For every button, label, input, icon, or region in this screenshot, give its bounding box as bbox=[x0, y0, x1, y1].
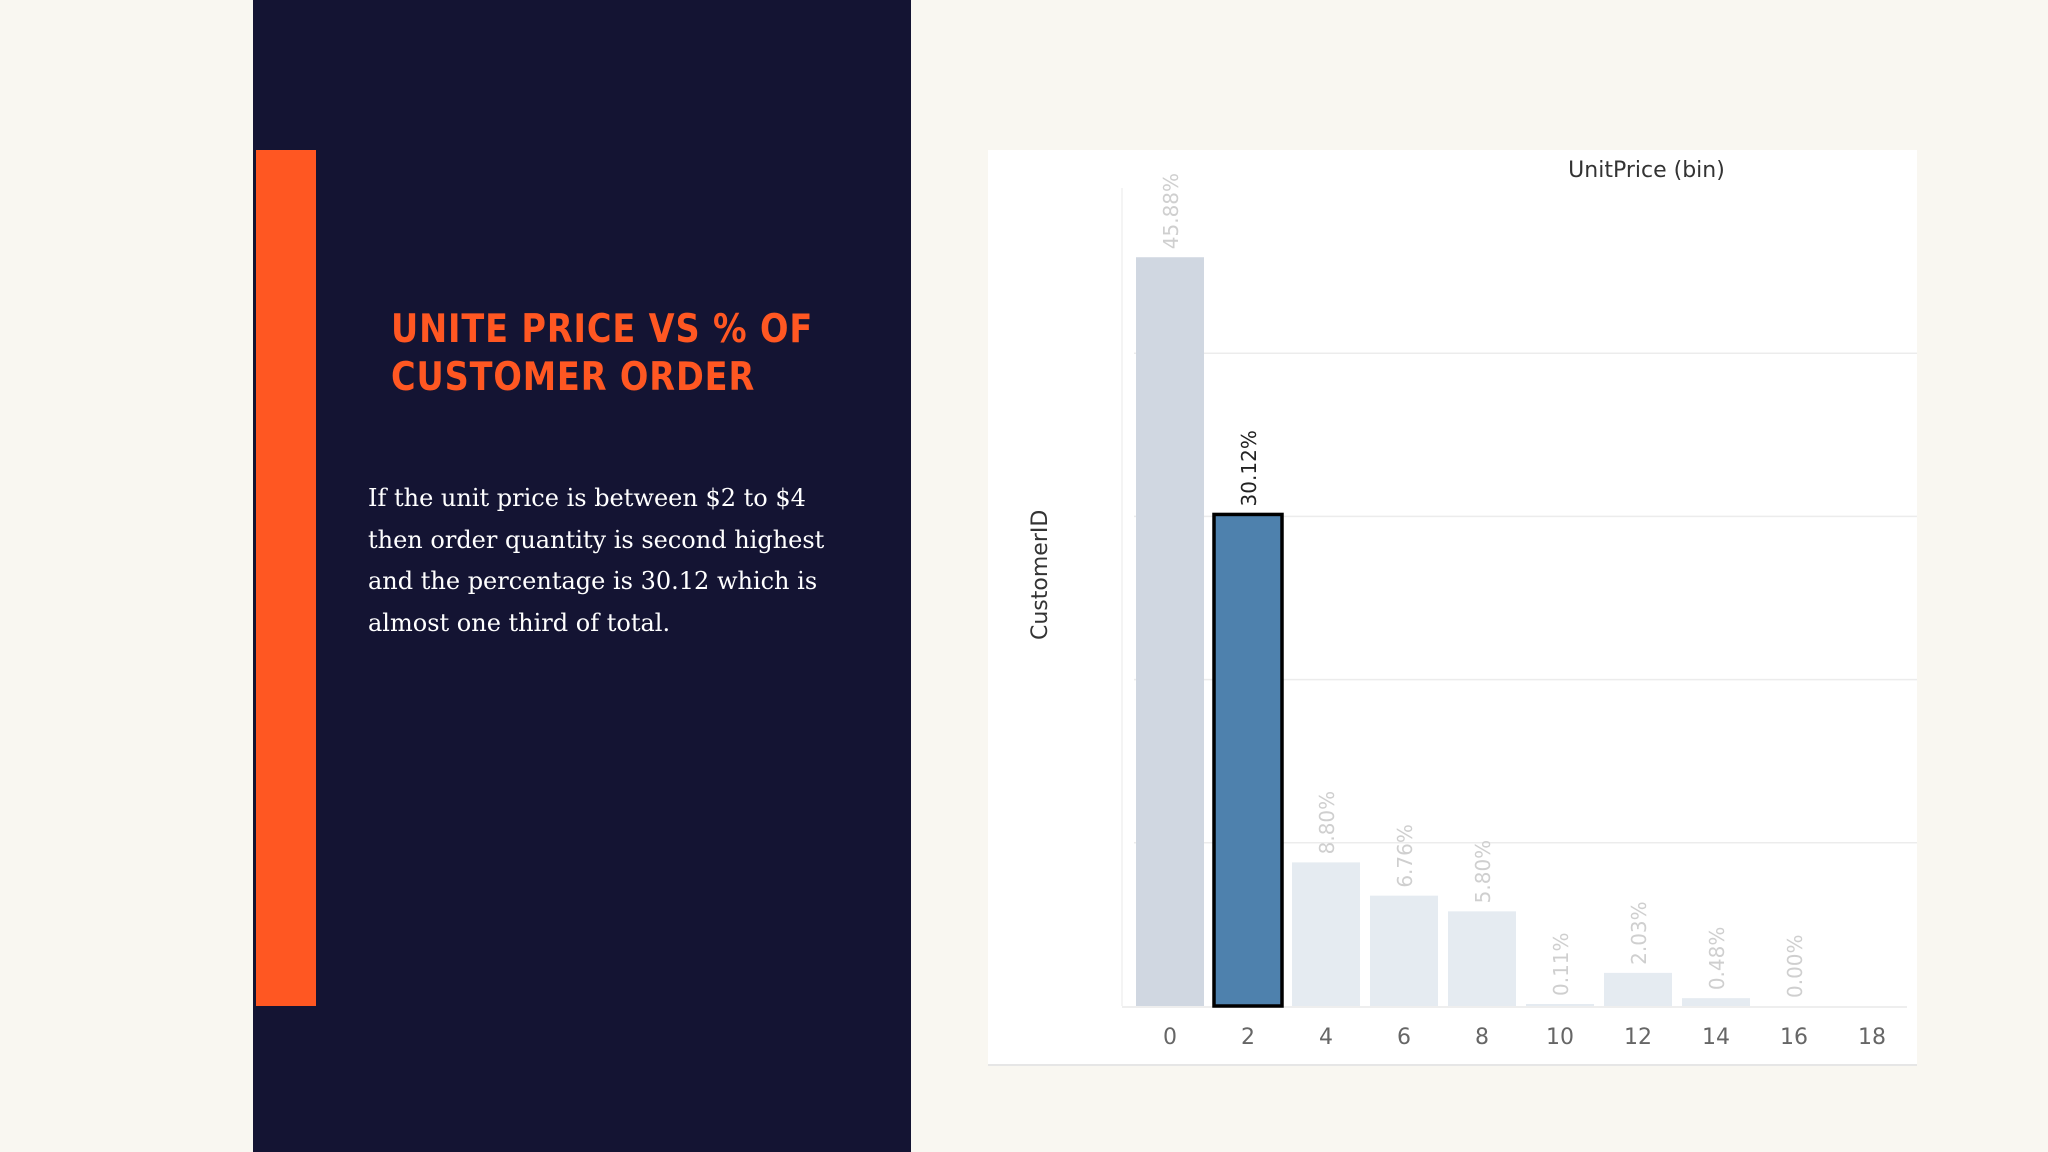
bar-8 bbox=[1448, 911, 1516, 1006]
x-tick-label-0: 0 bbox=[1163, 1025, 1177, 1050]
bar-14 bbox=[1682, 998, 1750, 1006]
y-axis-title: CustomerID bbox=[1028, 509, 1053, 640]
bar-2 bbox=[1212, 512, 1284, 1008]
data-label-14: 0.48% bbox=[1705, 927, 1729, 991]
data-label-0: 45.88% bbox=[1159, 173, 1183, 249]
x-tick-label-10: 10 bbox=[1546, 1025, 1574, 1050]
x-tick-label-14: 14 bbox=[1702, 1025, 1730, 1050]
x-axis-title: UnitPrice (bin) bbox=[1568, 158, 1725, 183]
data-label-6: 6.76% bbox=[1393, 824, 1417, 888]
data-label-10: 0.11% bbox=[1549, 932, 1573, 996]
x-tick-label-6: 6 bbox=[1397, 1025, 1411, 1050]
x-tick-label-16: 16 bbox=[1780, 1025, 1808, 1050]
x-tick-label-18: 18 bbox=[1858, 1025, 1886, 1050]
data-label-16: 0.00% bbox=[1783, 934, 1807, 998]
x-tick-label-12: 12 bbox=[1624, 1025, 1652, 1050]
bar-0 bbox=[1136, 257, 1204, 1006]
data-label-8: 5.80% bbox=[1471, 840, 1495, 904]
accent-bar bbox=[256, 150, 316, 1006]
slide-title: UNITE PRICE VS % OF CUSTOMER ORDER bbox=[391, 307, 814, 400]
slide-body: If the unit price is between $2 to $4 th… bbox=[368, 484, 825, 637]
chart-card: 45.88% 0 30.12% 2 8.80% 4 6.76% 6 5.80% 8 0.11% 10 2… bbox=[988, 150, 1917, 1066]
x-tick-label-4: 4 bbox=[1319, 1025, 1333, 1050]
data-label-2: 30.12% bbox=[1237, 430, 1261, 506]
left-panel bbox=[253, 0, 911, 1152]
bar-chart: 45.88% 0 30.12% 2 8.80% 4 6.76% 6 5.80% 8 0.11% 10 2… bbox=[1121, 173, 1917, 1050]
x-tick-label-2: 2 bbox=[1241, 1025, 1255, 1050]
x-tick-label-8: 8 bbox=[1475, 1025, 1489, 1050]
data-label-4: 8.80% bbox=[1315, 791, 1339, 855]
bar-6 bbox=[1370, 895, 1438, 1006]
bar-10 bbox=[1526, 1004, 1594, 1006]
bar-4 bbox=[1292, 862, 1360, 1006]
bar-12 bbox=[1604, 972, 1672, 1006]
data-label-12: 2.03% bbox=[1627, 901, 1651, 965]
